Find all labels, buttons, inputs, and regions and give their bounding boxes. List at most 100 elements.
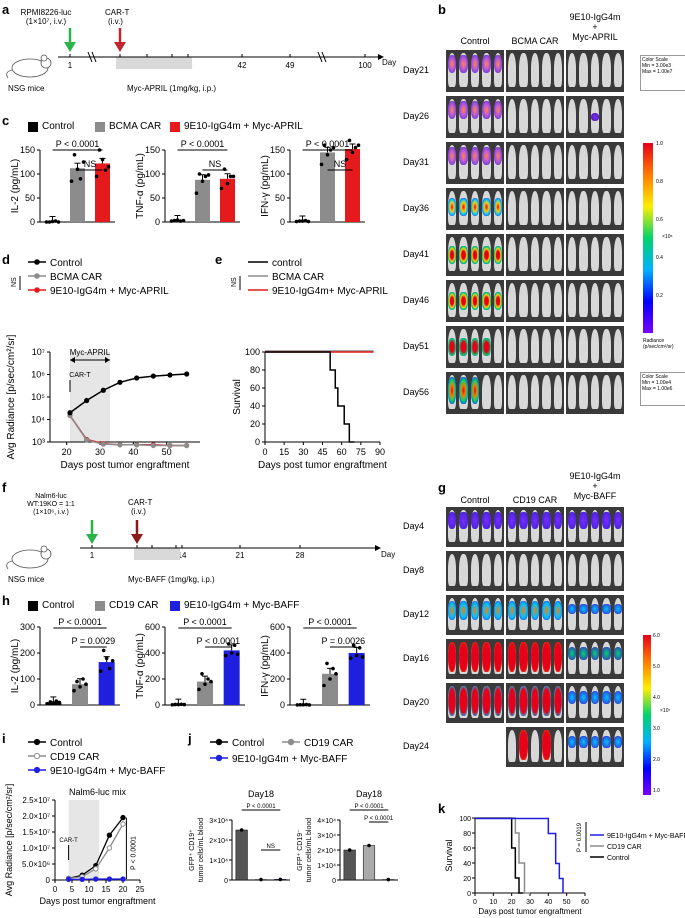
y-tick-label: 0 <box>467 891 471 898</box>
mouse-image-panel <box>446 142 504 184</box>
x-tick-label: 40 <box>544 899 552 906</box>
x-axis-label: Days post tumor engraftment <box>61 460 190 471</box>
y-axis-label: IFN-γ (pg/mL) <box>260 155 271 217</box>
survival-control <box>265 351 355 443</box>
series-point <box>117 379 123 385</box>
bioluminescence-signal <box>470 642 480 673</box>
data-point <box>56 220 61 224</box>
bioluminescence-signal <box>567 690 577 704</box>
mouse-silhouette <box>507 53 517 87</box>
bioluminescence-signal <box>482 245 491 265</box>
bioluminescence-signal <box>602 511 611 530</box>
bioluminescence-signal <box>447 601 457 621</box>
cell-line-label-f: Nalm6-luc <box>35 493 67 500</box>
data-point <box>203 682 207 686</box>
mouse-silhouette <box>542 375 551 409</box>
mouse-silhouette <box>507 642 517 674</box>
bioluminescence-signal <box>530 686 540 717</box>
significance-label: P = 0.0026 <box>322 636 366 646</box>
column-header: BCMA CAR <box>511 36 559 46</box>
mouse-silhouette <box>613 237 623 271</box>
cart-label-f: CAR-T <box>128 498 153 507</box>
bioluminescence-signal <box>530 642 540 673</box>
mouse-silhouette <box>470 283 480 317</box>
panel-label-c: c <box>2 113 10 128</box>
mouse-silhouette <box>579 191 588 225</box>
mouse-silhouette <box>507 375 517 409</box>
panel-label-j: j <box>188 731 192 746</box>
mouse-silhouette <box>519 237 528 271</box>
bioluminescence-signal <box>530 601 540 621</box>
mouse-silhouette <box>482 554 491 586</box>
mouse-silhouette <box>530 598 540 630</box>
colorbar-tick: 1.0 <box>656 141 663 147</box>
colorbar-tick: 0.8 <box>656 179 663 185</box>
legend-label: Control <box>232 738 264 749</box>
mouse-silhouette <box>507 329 517 363</box>
data-point <box>182 702 187 707</box>
mouse-silhouette <box>553 99 563 133</box>
mouse-silhouette <box>542 283 551 317</box>
mouse-silhouette <box>507 145 517 179</box>
mouse-silhouette <box>553 598 563 630</box>
bioluminescence-signal <box>493 511 503 530</box>
mouse-silhouette <box>579 145 588 179</box>
legend-label: CD19 CAR <box>50 752 99 763</box>
bar <box>322 673 338 705</box>
mouse-silhouette <box>553 283 563 317</box>
legend-label: Control <box>42 600 75 611</box>
legend-marker <box>215 754 223 762</box>
mouse-silhouette <box>602 53 611 87</box>
mouse-silhouette <box>579 730 588 762</box>
y-tick-label: 1.5×10⁷ <box>22 828 50 837</box>
x-tick-label: 25 <box>136 885 145 894</box>
mouse-image-panel <box>446 96 504 138</box>
y-tick-label: 50 <box>25 193 35 203</box>
day-label: Day56 <box>403 387 430 397</box>
data-point <box>206 677 210 681</box>
bioluminescence-signal <box>482 291 491 311</box>
mouse-silhouette <box>602 730 611 762</box>
mouse-image-panel <box>446 372 504 414</box>
mouse-silhouette <box>519 53 528 87</box>
mouse-silhouette <box>470 642 480 674</box>
injection-arrow-green <box>64 28 76 52</box>
bar <box>223 650 240 705</box>
mouse-silhouette <box>542 145 551 179</box>
y-axis-label: TNF-α (pg/mL) <box>135 153 146 219</box>
mouse-silhouette <box>579 329 588 363</box>
ns-label: NS <box>266 844 274 850</box>
bioluminescence-signal <box>459 245 468 265</box>
bioluminescence-signal <box>519 601 528 621</box>
bioluminescence-signal <box>482 146 491 166</box>
bioluminescence-signal <box>579 690 588 704</box>
panel-label-d: d <box>2 252 10 267</box>
series-point <box>120 876 126 882</box>
mouse-image-panel <box>566 326 624 368</box>
significance-label: P < 0.0001 <box>58 617 102 627</box>
data-point <box>351 643 356 647</box>
bioluminescence-signal <box>602 604 611 614</box>
data-point <box>106 165 111 169</box>
mouse-silhouette <box>507 191 517 225</box>
mouse-image-panel <box>506 50 564 92</box>
mouse-silhouette <box>579 53 588 87</box>
mouse-silhouette <box>602 145 611 179</box>
panel-label-h: h <box>2 593 10 608</box>
data-point <box>344 157 349 162</box>
mouse-image-panel <box>446 595 504 635</box>
y-tick-label: 0 <box>46 876 51 885</box>
mouse-silhouette <box>553 554 563 586</box>
colorbar-tick: 1.0 <box>653 788 660 794</box>
x-tick-label: 50 <box>563 899 571 906</box>
legend-swatch <box>170 601 180 611</box>
cart-arrow-red <box>114 28 126 52</box>
significance-label: NS <box>84 159 97 169</box>
mouse-silhouette <box>447 53 457 87</box>
x-tick-label: 50 <box>162 447 172 457</box>
legend-label: 9E10-IgG4m + Myc-BAFF <box>607 833 685 840</box>
bioluminescence-signal <box>470 197 480 217</box>
bioluminescence-signal <box>447 337 457 357</box>
mouse-silhouette <box>507 598 517 630</box>
